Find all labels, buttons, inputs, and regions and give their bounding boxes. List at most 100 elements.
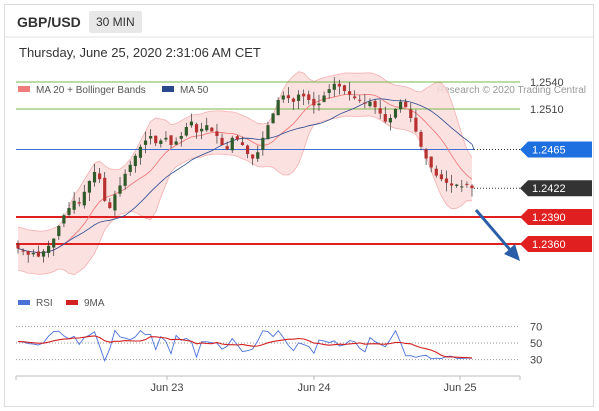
candle-body: [103, 177, 107, 201]
candle-body: [347, 91, 352, 95]
bollinger-upper: [17, 71, 473, 232]
candle-body: [342, 85, 347, 91]
candle-body: [368, 101, 372, 107]
candle-body: [67, 208, 71, 215]
x-tick-label: Jun 25: [443, 382, 476, 394]
candle-body: [87, 181, 92, 193]
candle-body: [138, 146, 143, 158]
rsi-line: [17, 329, 473, 362]
rsi-9ma-line: [17, 335, 473, 359]
candle-body: [307, 94, 311, 100]
price-level-labels: 1.2540 1.2510 1.2465 1.2422 1.2390 1.2360: [520, 77, 592, 252]
symbol-title: GBP/USD: [17, 14, 81, 30]
candle-body: [358, 99, 362, 101]
candle-body: [123, 173, 127, 186]
candle-body: [363, 102, 367, 104]
x-tick-label: Jun 24: [297, 382, 330, 394]
candle-body: [240, 142, 245, 145]
candle-body: [460, 186, 464, 188]
price-levels: [16, 81, 592, 245]
candle-body: [261, 137, 265, 150]
candle-body: [31, 253, 35, 255]
rsi-lines: [17, 329, 473, 362]
candle-body: [225, 146, 229, 150]
candle-body: [154, 135, 158, 144]
candle-body: [455, 184, 459, 186]
candle-body: [312, 98, 316, 106]
rsi-grid: 70 50 30: [16, 321, 542, 367]
candle-body: [353, 96, 357, 99]
forecast-arrow-head: [504, 244, 520, 261]
datetime-label: Thursday, June 25, 2020 2:31:06 AM CET: [19, 45, 261, 60]
candle-body: [82, 191, 86, 206]
rsi-legend: RSI 9MA: [18, 298, 105, 309]
candle-body: [302, 93, 306, 97]
candle-body: [184, 127, 188, 136]
candle-body: [72, 200, 76, 210]
candle-body: [108, 202, 112, 208]
candle-body: [92, 172, 97, 183]
forecast-arrow: [474, 209, 520, 261]
candle-body: [393, 109, 398, 118]
candle-body: [159, 140, 163, 144]
rsi-tick-label: 70: [530, 321, 542, 333]
level-label: 1.2540: [530, 77, 564, 89]
legend-label-rsi: RSI: [36, 298, 53, 309]
timeframe-badge[interactable]: 30 MIN: [89, 11, 142, 33]
candle-body: [41, 251, 46, 257]
candle-body: [235, 136, 239, 140]
legend-label-bollinger: MA 20 + Bollinger Bands: [36, 85, 146, 96]
legend-label-9ma: 9MA: [84, 298, 105, 309]
candle-body: [113, 194, 117, 211]
candle-body: [62, 215, 66, 224]
rsi-tick-label: 50: [530, 338, 542, 350]
candle-body: [317, 103, 321, 106]
legend-label-ma50: MA 50: [180, 85, 209, 96]
header-bar: GBP/USD 30 MIN: [5, 5, 593, 39]
candle-body: [47, 245, 51, 254]
candle-body: [388, 118, 392, 123]
candle-body: [296, 94, 301, 101]
candle-body: [251, 154, 255, 159]
bollinger-fill: [18, 71, 472, 275]
x-axis: Jun 23 Jun 24 Jun 25: [15, 376, 521, 394]
candle-body: [21, 250, 25, 252]
candle-body: [409, 109, 413, 118]
candle-body: [332, 83, 336, 90]
candle-body: [149, 136, 153, 139]
candle-body: [286, 95, 290, 99]
candle-body: [322, 95, 326, 102]
level-label: 1.2390: [532, 212, 566, 224]
candle-body: [429, 156, 433, 168]
candle-body: [36, 251, 41, 257]
candle-body: [210, 127, 214, 132]
candle-body: [439, 174, 443, 180]
candle-body: [128, 164, 132, 172]
candle-body: [449, 183, 454, 186]
candle-body: [434, 168, 438, 176]
candle-body: [398, 101, 403, 110]
credit-text: Research © 2020 Trading Central: [437, 85, 586, 96]
candle-body: [118, 185, 122, 194]
legend-swatch-bollinger: [18, 86, 30, 92]
level-label: 1.2510: [530, 104, 564, 116]
candle-body: [271, 113, 275, 124]
level-tag-support: [520, 236, 592, 252]
level-tag-pivot: [520, 141, 592, 158]
candle-body: [444, 178, 449, 183]
candle-body: [169, 135, 173, 145]
candlesticks: [16, 77, 474, 263]
candle-body: [266, 125, 270, 140]
candle-body: [281, 95, 285, 100]
candle-body: [424, 149, 428, 159]
candle-body: [291, 98, 296, 102]
legend-swatch-ma50: [162, 86, 174, 92]
candle-body: [189, 121, 194, 126]
candle-body: [205, 125, 209, 131]
candle-body: [179, 136, 183, 139]
legend-swatch-rsi: [18, 300, 30, 305]
candle-body: [470, 185, 474, 189]
forecast-arrow-shaft: [474, 209, 514, 253]
candle-body: [133, 155, 137, 167]
